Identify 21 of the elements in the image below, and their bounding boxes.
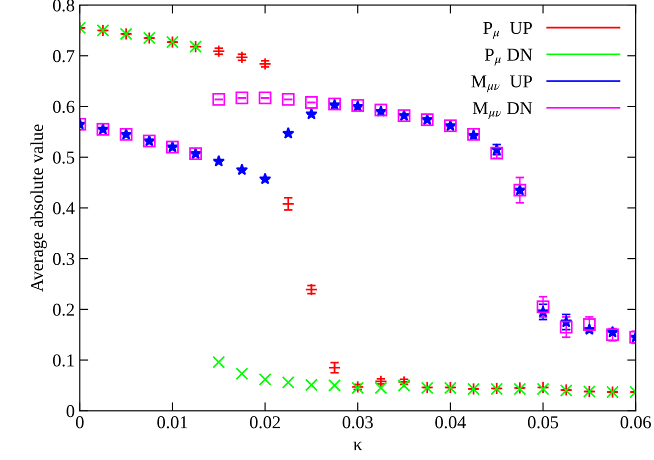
x-axis-title: κ: [354, 442, 362, 450]
x-tick-label: 0.02: [250, 416, 280, 428]
legend-label: M$_{μν}$ DN: [472, 102, 532, 119]
x-tick-label: 0.01: [157, 416, 188, 428]
y-tick-label: 0.5: [53, 151, 74, 164]
y-tick-label: 0.7: [53, 50, 74, 62]
y-axis-title: Average absolute value: [30, 124, 47, 292]
x-tick-label: 0.03: [342, 416, 373, 428]
x-tick-label: 0.05: [528, 416, 558, 428]
y-tick-label: 0.2: [53, 304, 74, 316]
x-tick-label: 0.06: [620, 416, 651, 428]
y-tick-label: 0.6: [53, 100, 74, 114]
x-tick-label: 0.04: [435, 416, 466, 428]
legend-label: M$_{μν}$ UP: [471, 75, 532, 92]
x-tick-label: 0: [76, 416, 84, 428]
y-tick-label: 0.3: [53, 252, 74, 266]
legend-label: P$_{μ}$ DN: [484, 48, 532, 66]
y-tick-label: 0.4: [53, 202, 75, 214]
y-tick-label: 0.1: [53, 354, 74, 367]
y-tick-label: 0: [66, 405, 74, 418]
legend-label: P$_{μ}$ UP: [483, 22, 532, 39]
